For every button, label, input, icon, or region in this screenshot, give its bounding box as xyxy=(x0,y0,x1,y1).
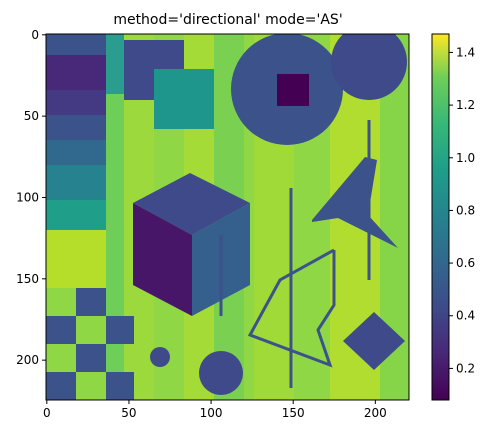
image xyxy=(46,34,409,400)
x-tick-label: 200 xyxy=(364,406,387,420)
colorbar-tick-label: 0.4 xyxy=(456,309,475,323)
axes-frame xyxy=(45,33,410,401)
chart-title: method='directional' mode='AS' xyxy=(113,12,342,28)
colorbar-tick-label: 1.4 xyxy=(456,45,475,59)
x-tick-label: 50 xyxy=(121,406,136,420)
x-tick-label: 150 xyxy=(282,406,305,420)
y-tick-label: 150 xyxy=(16,272,39,286)
colorbar-tick-label: 0.8 xyxy=(456,203,475,217)
colorbar xyxy=(431,33,450,401)
colorbar-tick-label: 0.2 xyxy=(456,361,475,375)
y-tick-label: 100 xyxy=(16,190,39,204)
y-tick-label: 50 xyxy=(24,109,39,123)
y-tick-label: 200 xyxy=(16,353,39,367)
colorbar-tick-label: 0.6 xyxy=(456,256,475,270)
y-tick-label: 0 xyxy=(31,28,39,42)
x-tick-label: 100 xyxy=(200,406,223,420)
colorbar-tick-label: 1.2 xyxy=(456,98,475,112)
x-tick-label: 0 xyxy=(43,406,51,420)
colorbar-tick-label: 1.0 xyxy=(456,151,475,165)
